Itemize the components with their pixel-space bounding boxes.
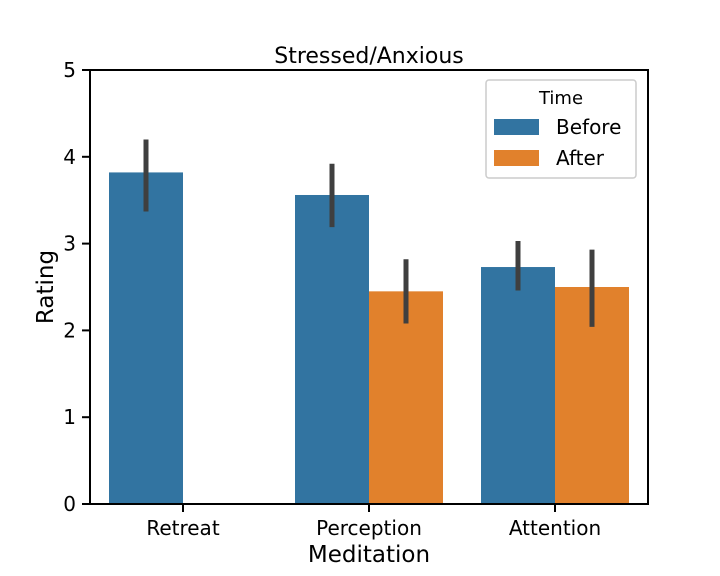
legend-swatch-after <box>494 150 539 166</box>
legend-title: Time <box>538 88 583 109</box>
chart-title: Stressed/Anxious <box>274 44 464 69</box>
y-axis: 0 1 2 3 4 5 <box>63 58 90 516</box>
error-bars-layer <box>143 139 595 327</box>
y-tick-label: 5 <box>63 58 76 82</box>
legend-swatch-before <box>494 119 539 135</box>
x-tick-label: Attention <box>509 516 601 540</box>
x-axis-label: Meditation <box>308 542 430 568</box>
legend-label-before: Before <box>556 115 621 139</box>
y-tick-label: 3 <box>63 232 76 256</box>
legend: Time Before After <box>485 79 637 179</box>
legend-label-after: After <box>556 146 605 170</box>
x-axis: Retreat Perception Attention <box>146 504 601 540</box>
y-axis-label: Rating <box>33 250 59 324</box>
bar-before-perception <box>295 194 369 504</box>
y-tick-label: 2 <box>63 318 76 342</box>
y-tick-label: 0 <box>63 492 76 516</box>
bars-layer <box>109 172 629 504</box>
bar-after-perception <box>369 291 443 504</box>
y-tick-label: 1 <box>63 405 76 429</box>
bar-before-retreat <box>109 172 183 504</box>
bar-before-attention <box>481 267 555 504</box>
x-tick-label: Retreat <box>146 516 219 540</box>
y-tick-label: 4 <box>63 145 76 169</box>
x-tick-label: Perception <box>316 516 422 540</box>
